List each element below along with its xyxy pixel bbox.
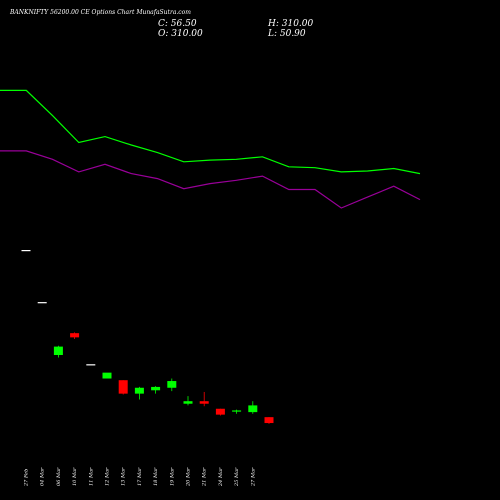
x-tick-label: 04 Mar: [40, 467, 46, 486]
x-tick-label: 17 Mar: [137, 467, 143, 486]
candle-body: [53, 346, 63, 355]
candle: [70, 332, 80, 340]
x-tick-label: 24 Mar: [218, 467, 224, 487]
candle: [183, 396, 193, 406]
x-tick-label: 27 Mar: [250, 467, 256, 487]
moving-average-layer: [0, 89, 421, 209]
low-value: L: 50.90: [268, 29, 306, 39]
ma-long-line: [0, 150, 421, 209]
candle-body: [70, 333, 80, 338]
candle-body: [199, 401, 209, 404]
candle-body: [37, 302, 47, 304]
candle-body: [118, 380, 128, 394]
open-value: O: 310.00: [158, 29, 203, 39]
candle-body: [167, 381, 177, 388]
candle-body: [248, 405, 258, 413]
high-value: H: 310.00: [268, 19, 314, 29]
candle: [248, 401, 258, 414]
candle: [134, 386, 144, 400]
x-tick-label: 27 Feb: [24, 469, 30, 487]
candle-body: [21, 250, 31, 252]
x-tick-label: 12 Mar: [105, 467, 111, 486]
candle: [118, 380, 128, 395]
candle: [53, 345, 63, 358]
x-tick-label: 06 Mar: [56, 467, 62, 486]
x-axis-labels: 27 Feb 04 Mar 06 Mar 10 Mar 11 Mar 12 Mar 13 M…: [24, 467, 257, 487]
candle-body: [232, 410, 242, 412]
candle: [264, 417, 274, 424]
x-tick-label: 19 Mar: [169, 467, 175, 486]
candle: [232, 409, 242, 414]
chart-title: BANKNIFTY 56200.00 CE Options Chart Muna…: [10, 9, 191, 16]
candle: [86, 364, 96, 366]
x-tick-label: 11 Mar: [88, 467, 94, 486]
x-tick-label: 13 Mar: [121, 467, 127, 486]
x-tick-label: 21 Mar: [202, 467, 208, 487]
candle-body: [86, 364, 96, 366]
candle: [21, 250, 31, 252]
candle: [37, 302, 47, 304]
candle: [102, 372, 112, 379]
close-value: C: 56.50: [158, 19, 197, 29]
candle: [199, 391, 209, 407]
candle: [167, 378, 177, 392]
candle: [215, 408, 225, 416]
candle-body: [151, 386, 161, 391]
candles-layer: [21, 250, 274, 424]
x-tick-label: 10 Mar: [72, 467, 78, 486]
x-tick-label: 18 Mar: [153, 467, 159, 486]
candle-body: [183, 401, 193, 404]
candle-body: [134, 387, 144, 394]
candle-body: [102, 372, 112, 379]
ma-short-line: [0, 89, 421, 175]
x-tick-label: 25 Mar: [234, 467, 240, 487]
x-tick-label: 20 Mar: [186, 467, 192, 487]
candle-body: [215, 408, 225, 415]
candle: [151, 386, 161, 394]
candle-body: [264, 417, 274, 424]
